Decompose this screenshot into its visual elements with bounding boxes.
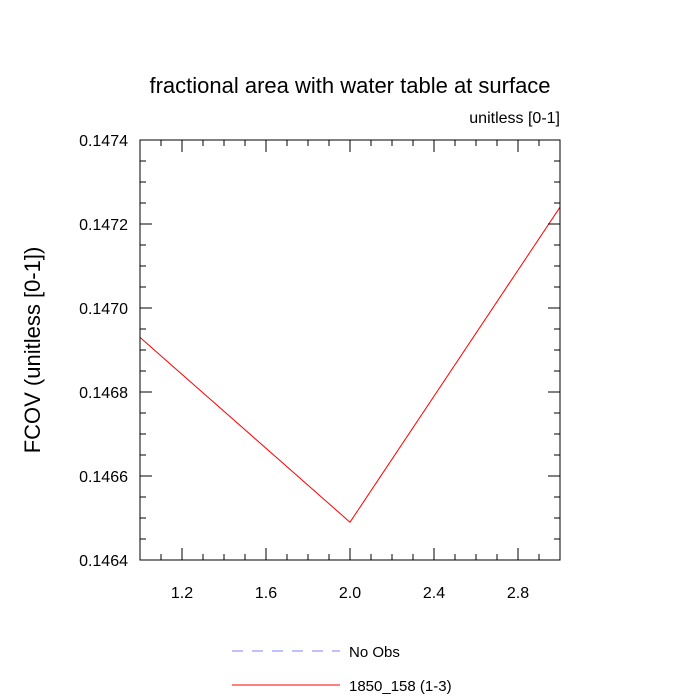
x-tick-label: 1.2: [171, 585, 193, 602]
y-tick-label: 0.1464: [79, 553, 128, 570]
chart-title: fractional area with water table at surf…: [149, 73, 550, 98]
plot-content: [139, 206, 561, 523]
legend-label: 1850_158 (1-3): [349, 678, 452, 695]
y-tick-label: 0.1470: [79, 301, 128, 318]
y-axis-label: FCOV (unitless [0-1]): [20, 247, 45, 454]
y-tick-label: 0.1472: [79, 217, 128, 234]
x-tick-label: 1.6: [255, 585, 277, 602]
x-tick-label: 2.4: [423, 585, 445, 602]
legend-label: No Obs: [349, 644, 400, 661]
legend: No Obs 1850_158 (1-3): [232, 644, 452, 695]
chart-subtitle: unitless [0-1]: [469, 110, 560, 127]
series-line: [139, 206, 561, 523]
y-tick-label: 0.1468: [79, 385, 128, 402]
tick-labels: 1.2 1.6 2.0 2.4 2.8 0.1464 0.1466 0.1468 0.1470 0…: [79, 133, 529, 602]
plot-frame: [139, 139, 561, 561]
x-tick-label: 2.0: [339, 585, 361, 602]
ticks-layer: [139, 139, 561, 561]
y-tick-label: 0.1466: [79, 469, 128, 486]
x-tick-label: 2.8: [507, 585, 529, 602]
y-tick-label: 0.1474: [79, 133, 128, 150]
